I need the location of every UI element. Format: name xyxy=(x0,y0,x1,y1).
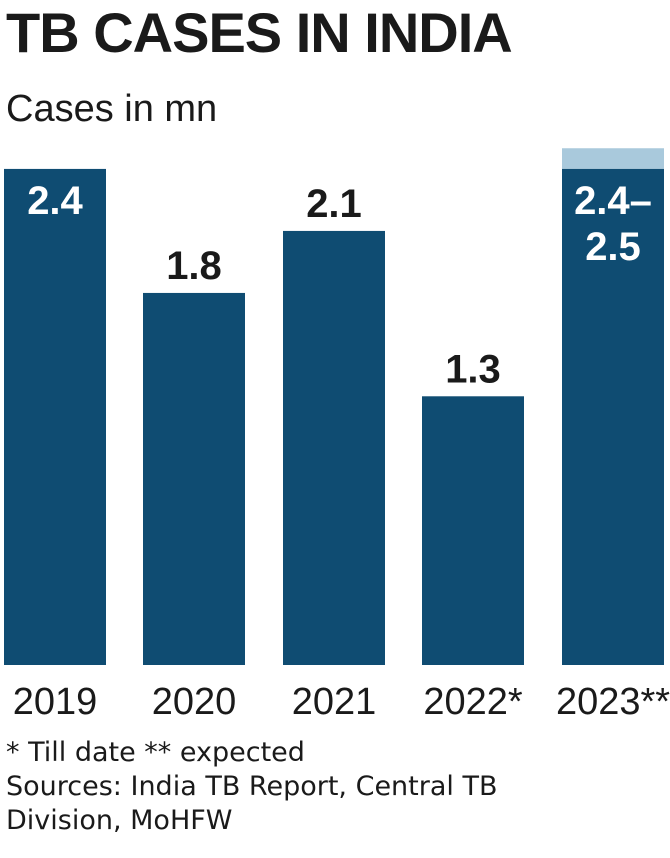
data-label-2023**: 2.4– 2.5 xyxy=(574,179,652,269)
bar-2023** xyxy=(562,168,664,666)
bar-2019 xyxy=(4,168,106,666)
category-label-2020: 2020 xyxy=(152,681,237,723)
footnote-legend: * Till date ** expected xyxy=(6,737,305,768)
bar-2021 xyxy=(283,230,385,665)
chart-subtitle: Cases in mn xyxy=(6,88,218,130)
data-label-2020: 1.8 xyxy=(166,244,222,288)
data-label-2021: 2.1 xyxy=(306,182,362,226)
category-label-2022*: 2022* xyxy=(423,681,523,723)
category-label-2021: 2021 xyxy=(292,681,377,723)
bar-2020 xyxy=(143,292,245,665)
source-line-1: Sources: India TB Report, Central TB xyxy=(6,771,498,802)
bar-chart: 2.4 2019 1.8 2020 2.1 2021 1.3 2022* 2.4– 2.5 2023… xyxy=(4,148,670,723)
category-label-2019: 2019 xyxy=(13,681,98,723)
data-label-2022*: 1.3 xyxy=(445,347,501,391)
bar-2022* xyxy=(422,396,524,665)
footnotes: * Till date ** expected Sources: India T… xyxy=(6,736,666,838)
bar-range-2023** xyxy=(562,148,664,169)
data-label-2019: 2.4 xyxy=(27,179,83,223)
source-line-2: Division, MoHFW xyxy=(6,805,233,836)
category-label-2023**: 2023** xyxy=(556,681,670,723)
chart-title: TB CASES IN INDIA xyxy=(6,1,513,64)
